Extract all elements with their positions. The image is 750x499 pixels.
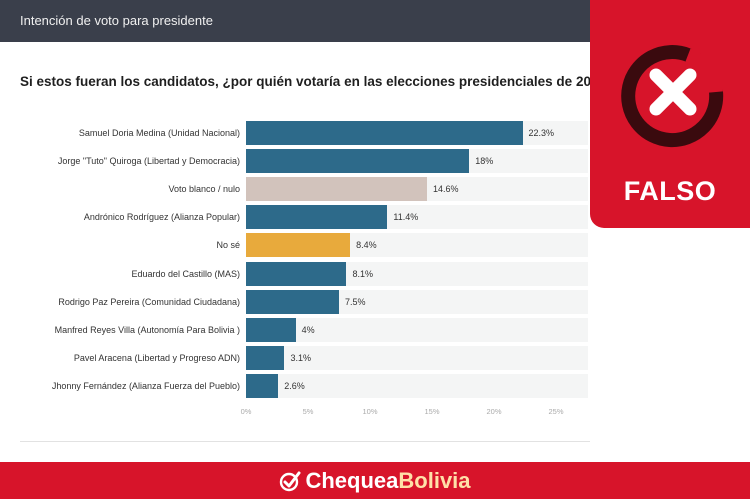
chart-question: Si estos fueran los candidatos, ¿por qui…	[20, 74, 590, 89]
data-label: 11.4%	[393, 212, 419, 223]
bar	[246, 289, 339, 314]
bar-row-background	[246, 373, 588, 398]
bar-row-background	[246, 345, 588, 370]
x-tick-label: 10%	[362, 407, 378, 416]
bar-row-background	[246, 317, 588, 342]
x-tick-label: 0%	[240, 407, 252, 416]
bar	[246, 317, 296, 342]
data-label: 8.4%	[356, 240, 377, 251]
data-label: 14.6%	[433, 184, 459, 195]
category-label: Eduardo del Castillo (MAS)	[131, 268, 240, 279]
x-tick-label: 15%	[424, 407, 440, 416]
bar	[246, 233, 351, 258]
data-label: 7.5%	[345, 296, 366, 307]
category-label: Pavel Aracena (Libertad y Progreso ADN)	[73, 352, 240, 363]
bar	[246, 345, 285, 370]
brand-name-part2: Bolivia	[398, 467, 471, 493]
bar	[246, 205, 388, 230]
category-label: Voto blanco / nulo	[168, 184, 240, 195]
data-label: 4%	[301, 324, 315, 335]
bar	[246, 121, 523, 145]
bar-chart: Samuel Doria Medina (Unidad Nacional) 22.…	[0, 110, 590, 420]
category-label: Rodrigo Paz Pereira (Comunidad Ciudadana…	[58, 296, 240, 307]
x-tick-label: 5%	[302, 407, 314, 416]
x-mark-icon	[621, 45, 724, 147]
divider	[20, 441, 590, 442]
category-label: Jorge "Tuto" Quiroga (Libertad y Democra…	[57, 156, 240, 167]
chart-header: Intención de voto para presidente	[0, 0, 590, 42]
x-tick-label: 25%	[548, 407, 564, 416]
category-label: No sé	[216, 240, 240, 251]
verdict-panel: FALSO	[590, 0, 750, 228]
data-label: 8.1%	[352, 268, 373, 279]
data-label: 22.3%	[528, 128, 555, 138]
data-label: 2.6%	[284, 380, 305, 391]
category-label: Jhonny Fernández (Alianza Fuerza del Pue…	[51, 380, 240, 391]
chart-header-title: Intención de voto para presidente	[20, 13, 213, 28]
data-label: 18%	[475, 156, 494, 167]
category-label: Andrónico Rodríguez (Alianza Popular)	[83, 212, 240, 223]
category-label: Samuel Doria Medina (Unidad Nacional)	[78, 128, 240, 138]
verdict-label: FALSO	[623, 176, 717, 206]
data-label: 3.1%	[290, 352, 311, 363]
bar	[246, 177, 428, 202]
bar	[246, 373, 279, 398]
footer-bar: Chequea Bolivia	[0, 462, 750, 499]
category-label: Manfred Reyes Villa (Autonomía Para Boli…	[54, 324, 240, 335]
bar	[246, 149, 470, 174]
brand-name-part1: Chequea	[305, 467, 399, 493]
check-badge-icon	[280, 471, 301, 491]
x-tick-label: 20%	[486, 407, 502, 416]
brand-logo: Chequea Bolivia	[0, 462, 750, 499]
bar	[246, 261, 347, 286]
